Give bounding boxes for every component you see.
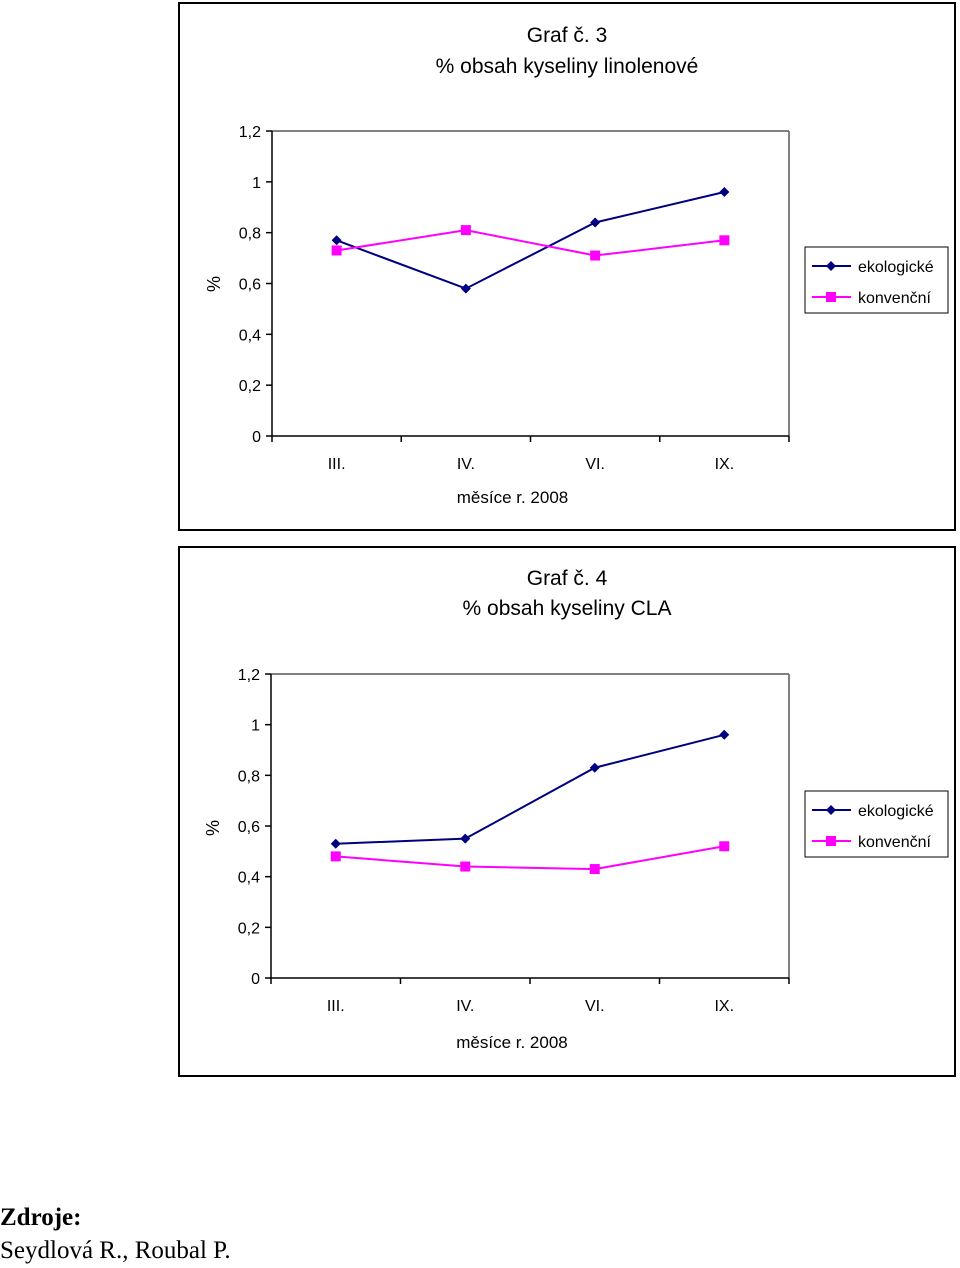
x-tick-label: VI. bbox=[585, 998, 605, 1015]
x-axis-title: měsíce r. 2008 bbox=[456, 1033, 568, 1052]
x-tick-label: IV. bbox=[457, 456, 475, 473]
data-point bbox=[719, 729, 730, 740]
legend-marker bbox=[826, 836, 836, 846]
sources-heading: Zdroje: bbox=[0, 1204, 82, 1231]
chart-title: % obsah kyseliny linolenové bbox=[435, 55, 699, 78]
chart-svg: 1,2 1 0,8 0,6 0,4 0,2 0 III. IV. VI. IX. měsíce r. … bbox=[204, 124, 949, 507]
x-tick-label: VI. bbox=[585, 456, 605, 473]
legend-label: konvenční bbox=[858, 834, 931, 851]
y-axis-title: % bbox=[204, 276, 224, 292]
data-point bbox=[719, 841, 730, 852]
y-tick-label: 1 bbox=[252, 175, 261, 192]
data-point bbox=[719, 235, 730, 246]
data-point bbox=[460, 283, 471, 294]
legend-label: ekologické bbox=[858, 259, 934, 276]
data-point bbox=[331, 245, 342, 256]
sources-authors: Seydlová R., Roubal P. bbox=[0, 1237, 231, 1264]
chart-title-number: Graf č. 3 bbox=[526, 24, 608, 47]
x-tick-label: III. bbox=[328, 456, 346, 473]
data-point bbox=[330, 851, 341, 862]
y-tick-label: 0,4 bbox=[239, 327, 261, 344]
data-point bbox=[460, 225, 471, 236]
y-tick-label: 1,2 bbox=[238, 667, 260, 684]
y-axis-title: % bbox=[203, 820, 223, 836]
y-tick-label: 0,8 bbox=[238, 768, 260, 785]
y-tick-label: 0 bbox=[252, 429, 261, 446]
series-line bbox=[335, 845, 725, 871]
legend-marker bbox=[826, 261, 836, 271]
y-tick-label: 0 bbox=[251, 971, 260, 988]
chart-linolenic-acid: Graf č. 3 % obsah kyseliny linolenové 1,… bbox=[178, 2, 956, 531]
y-tick-label: 0,4 bbox=[238, 870, 260, 887]
data-point bbox=[719, 187, 730, 197]
y-tick-label: 0,2 bbox=[239, 378, 261, 395]
x-tick-label: III. bbox=[327, 998, 345, 1015]
data-point bbox=[589, 762, 600, 773]
chart-cla-acid: Graf č. 4 % obsah kyseliny CLA 1,2 1 0,8 0,… bbox=[178, 546, 956, 1077]
legend-label: ekologické bbox=[858, 803, 934, 820]
y-tick-label: 0,6 bbox=[238, 819, 260, 836]
legend-label: konvenční bbox=[858, 290, 931, 307]
data-point bbox=[331, 235, 342, 246]
x-tick-label: IV. bbox=[456, 998, 474, 1015]
x-axis-title: měsíce r. 2008 bbox=[457, 488, 569, 507]
data-point bbox=[460, 833, 471, 844]
chart-title: % obsah kyseliny CLA bbox=[462, 597, 672, 620]
series-line bbox=[335, 733, 725, 845]
data-point bbox=[590, 217, 601, 228]
legend-marker bbox=[826, 805, 836, 815]
x-tick-label: IX. bbox=[714, 998, 734, 1015]
y-tick-label: 0,2 bbox=[238, 920, 260, 937]
data-point bbox=[460, 861, 471, 872]
series-line bbox=[336, 229, 725, 257]
y-tick-label: 1 bbox=[251, 718, 260, 735]
y-tick-label: 0,6 bbox=[239, 277, 261, 294]
series-line bbox=[336, 191, 725, 290]
y-tick-label: 0,8 bbox=[239, 226, 261, 243]
data-point bbox=[330, 838, 341, 849]
y-tick-label: 1,2 bbox=[239, 124, 261, 141]
chart-svg: 1,2 1 0,8 0,6 0,4 0,2 0 III. IV. VI. IX. měsíce r. … bbox=[203, 667, 949, 1052]
data-point bbox=[589, 864, 600, 875]
chart-title-number: Graf č. 4 bbox=[526, 567, 608, 590]
x-tick-label: IX. bbox=[715, 456, 735, 473]
data-point bbox=[590, 250, 601, 261]
legend-marker bbox=[826, 292, 836, 302]
